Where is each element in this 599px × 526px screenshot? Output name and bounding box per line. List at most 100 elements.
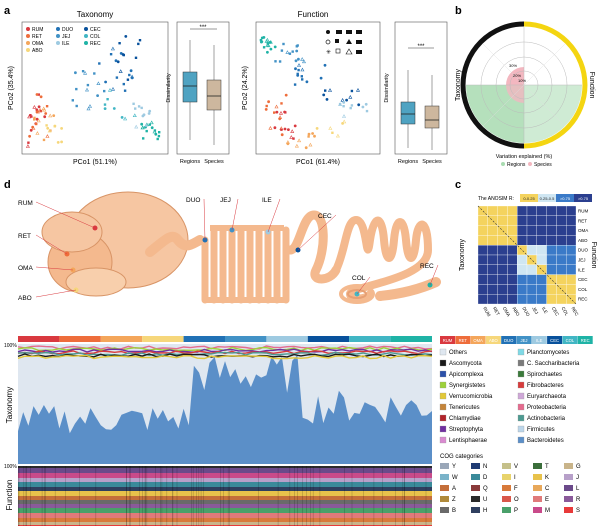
function-point (300, 67, 305, 72)
function-point (296, 72, 299, 76)
heatmap-cell (507, 294, 518, 305)
organ-strip-segment-rum (18, 336, 60, 342)
cog-category-legend: Y N V T G W D I K J A Q F C L Z U O E R B H P M S (440, 463, 581, 514)
phylum-legend-label: Fibrobacteres (527, 383, 564, 389)
taxonomy-pcoa-frame (21, 21, 169, 155)
taxonomy-point (123, 89, 127, 92)
function-box-species (424, 75, 440, 150)
heatmap-cell (556, 225, 567, 236)
heatmap-col-label-oma: OMA (502, 306, 511, 317)
heatmap-cell (477, 274, 488, 285)
heatmap-cell (497, 274, 508, 285)
organ-strip-legend-label-ile: ILE (536, 338, 542, 343)
taxonomy-ylabel: PCo2 (35.4%) (8, 66, 15, 110)
taxonomy-point (32, 104, 37, 109)
taxonomy-point (106, 98, 109, 101)
function-point (342, 105, 345, 108)
taxonomy-point (122, 82, 125, 86)
function-point (283, 110, 286, 114)
taxonomy-point (140, 106, 143, 110)
function-point (296, 74, 300, 77)
heatmap-cell (517, 254, 528, 265)
function-point (282, 42, 285, 46)
heatmap-cell (487, 274, 498, 285)
heatmap-cell (556, 294, 567, 305)
function-xlabel: PCo1 (61.4%) (296, 159, 340, 166)
cog-legend-swatch (564, 496, 573, 502)
cog-legend-swatch (440, 485, 449, 491)
function-point (322, 93, 326, 97)
taxonomy-point (140, 122, 144, 126)
heatmap-cell (546, 245, 557, 256)
function-point (294, 67, 297, 71)
organ-strip-legend-label-abo: ABO (489, 338, 499, 343)
phylum-band (17, 348, 433, 353)
function-point (341, 114, 347, 118)
cog-legend-label: E (545, 497, 549, 503)
taxonomy-box-species (206, 45, 222, 145)
taxonomy-title: Taxonomy (77, 10, 113, 19)
cog-legend-swatch (502, 463, 511, 469)
heatmap-cell (536, 215, 547, 226)
organ-strip-legend-swatch (440, 336, 455, 344)
function-point (297, 138, 302, 143)
cog-legend-label: K (545, 475, 549, 481)
panel-letter-b: b (455, 5, 462, 17)
organ-strip-legend-swatch (516, 336, 532, 344)
taxonomy-point (156, 137, 159, 141)
cog-band (18, 508, 432, 513)
function-ylabel: PCo2 (24.2%) (242, 66, 249, 110)
taxonomy-point (81, 70, 85, 73)
function-point (262, 46, 266, 49)
cog-legend-label: G (576, 464, 581, 470)
heatmap-cell (546, 215, 557, 226)
ring-label-10: 10% (518, 78, 526, 83)
function-point (294, 59, 298, 63)
taxonomy-point (137, 105, 141, 108)
taxonomy-pcoa-points (25, 35, 161, 148)
heatmap-cell (536, 235, 547, 246)
cog-band (18, 466, 432, 468)
heatmap-cell (517, 205, 528, 216)
organ-strip-legend-swatch (455, 336, 471, 344)
phylum-legend-swatch (517, 381, 525, 389)
taxonomy-point (87, 104, 93, 108)
taxonomy-point (112, 107, 116, 110)
organ-leader-abo (35, 289, 77, 298)
heatmap-cell (556, 254, 567, 265)
taxonomy-point (128, 73, 131, 77)
cog-legend-swatch (471, 496, 480, 502)
heatmap-cell (487, 284, 498, 295)
heatmap-cell (566, 235, 577, 246)
heatmap-cell (536, 294, 547, 305)
heatmap-cell (487, 254, 498, 265)
taxonomy-point (110, 46, 115, 51)
heatmap-cell (566, 205, 577, 216)
taxonomy-point (103, 103, 107, 106)
heatmap-cell (536, 245, 547, 256)
function-point (290, 129, 295, 133)
legend-swatch-rum (26, 27, 30, 31)
taxonomy-point (28, 134, 31, 138)
taxonomy-point (123, 116, 128, 121)
cog-legend-swatch (564, 507, 573, 513)
taxonomy-point (27, 114, 32, 119)
heatmap-cell (487, 235, 498, 246)
taxonomy-point (107, 87, 113, 92)
cog-legend-swatch (471, 507, 480, 513)
taxonomy-point (140, 125, 145, 130)
function-point (278, 60, 282, 63)
heatmap-cell (556, 215, 567, 226)
legend-label-duo: DUO (62, 27, 73, 33)
function-point (338, 102, 342, 106)
taxonomy-point (134, 56, 138, 59)
heatmap-cell (497, 294, 508, 305)
taxonomy-point (157, 134, 161, 138)
function-point (345, 98, 348, 102)
cog-legend-label: V (514, 464, 518, 470)
organ-label-jej: JEJ (220, 197, 231, 204)
phylum-legend-swatch (439, 436, 447, 444)
heatmap-col-label-jej: JEJ (531, 306, 539, 315)
phylum-legend-label: C. Saccharibacteria (527, 361, 580, 367)
taxonomy-point (74, 71, 77, 75)
